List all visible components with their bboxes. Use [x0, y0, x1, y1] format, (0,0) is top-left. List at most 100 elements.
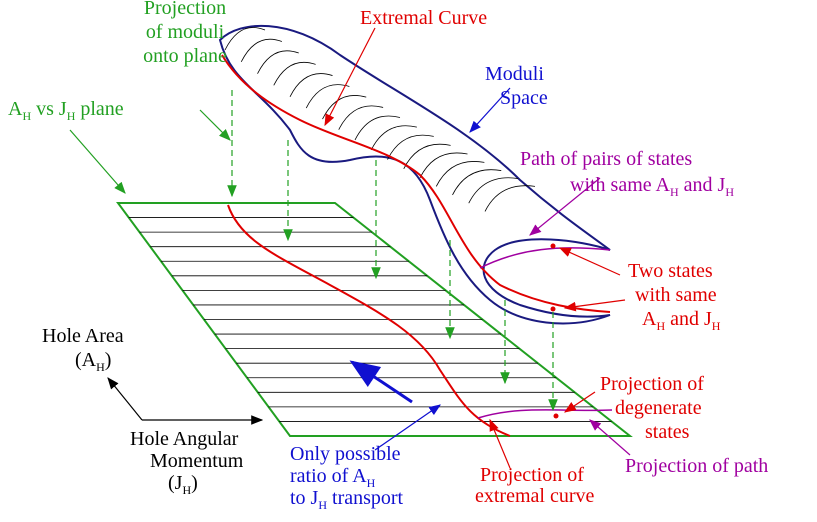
label-segment: with same	[635, 284, 717, 306]
label-subscript: H	[22, 109, 31, 123]
label-segment: Projection of path	[625, 455, 768, 477]
label-segment: Path of pairs of states	[520, 148, 692, 170]
label-segment: and J	[679, 174, 726, 196]
surface-rib	[452, 169, 502, 196]
label-subscript: H	[712, 319, 721, 333]
surface-rib	[338, 105, 384, 130]
surface-rib	[354, 115, 401, 141]
label-segment: transport	[327, 487, 404, 509]
label-segment: ratio of A	[290, 465, 367, 487]
label-segment: )	[191, 472, 198, 494]
label-segment: Space	[500, 87, 548, 109]
label-subscript: H	[725, 185, 734, 199]
label-text: Projection of	[600, 373, 704, 395]
label-text: Projection	[144, 0, 226, 19]
label-segment: Hole Angular	[130, 428, 239, 450]
pointer-arrow	[69, 129, 126, 194]
label-segment: with same A	[570, 174, 671, 196]
label-segment: degenerate	[615, 397, 702, 419]
label-text: (AH)	[75, 349, 111, 374]
surface-rib	[257, 50, 299, 74]
plane	[116, 202, 633, 437]
moduli-path	[479, 247, 611, 269]
surface-rib	[273, 61, 316, 86]
shapes	[69, 24, 633, 469]
label-text: with same	[635, 284, 717, 306]
projected-curve	[227, 204, 511, 437]
surface-rib	[240, 38, 283, 63]
label-segment: A	[8, 98, 23, 120]
label-segment: plane	[75, 98, 123, 120]
label-text: AH vs JH plane	[8, 98, 124, 123]
surface-rib	[403, 143, 451, 169]
surface-rib	[370, 125, 417, 151]
pointer-arrow	[529, 177, 601, 236]
degenerate-point	[553, 413, 559, 419]
projected-path	[477, 409, 613, 419]
label-text: Two states	[628, 260, 713, 282]
label-segment: Projection	[144, 0, 226, 19]
label-text: Space	[500, 87, 548, 109]
label-segment: Momentum	[150, 450, 244, 472]
label-subscript: H	[96, 360, 105, 374]
label-segment: to J	[290, 487, 319, 509]
label-segment: )	[105, 349, 112, 371]
pointer-arrow	[563, 299, 626, 312]
label-subscript: H	[182, 483, 191, 497]
label-text: AH and JH	[642, 308, 721, 333]
pointer-arrow	[558, 247, 621, 276]
pointer-arrow	[469, 87, 511, 133]
label-subscript: H	[670, 185, 679, 199]
label-text: Only possible	[290, 443, 401, 465]
state-point	[550, 306, 556, 312]
label-segment: Projection of	[600, 373, 704, 395]
surface-rib	[435, 161, 485, 187]
label-segment: Two states	[628, 260, 713, 282]
label-text: Momentum	[150, 450, 244, 472]
label-segment: extremal curve	[475, 485, 594, 507]
label-segment: Hole Area	[42, 325, 124, 347]
label-segment: Only possible	[290, 443, 401, 465]
label-segment: states	[645, 421, 690, 443]
label-text: with same AH and JH	[570, 174, 734, 199]
pointer-arrow	[489, 418, 511, 469]
label-text: Extremal Curve	[360, 7, 487, 29]
label-text: Projection of path	[625, 455, 768, 477]
axis-arrow	[107, 377, 143, 421]
label-segment: onto plane	[143, 45, 227, 67]
pointer-arrow	[199, 109, 231, 141]
label-subscript: H	[67, 109, 76, 123]
surface-rib	[289, 73, 333, 97]
label-text: extremal curve	[475, 485, 594, 507]
label-segment: vs J	[31, 98, 67, 120]
label-text: Moduli	[485, 63, 544, 85]
label-segment: (A	[75, 349, 97, 371]
pointer-arrow	[589, 419, 631, 456]
label-text: degenerate	[615, 397, 702, 419]
label-text: Path of pairs of states	[520, 148, 692, 170]
surface-rib	[387, 134, 434, 160]
label-text: Hole Area	[42, 325, 124, 347]
pointer-arrow	[564, 391, 596, 413]
label-segment: Extremal Curve	[360, 7, 487, 29]
label-text: ratio of AH	[290, 465, 376, 490]
label-text: onto plane	[143, 45, 227, 67]
label-segment: Projection of	[480, 464, 584, 486]
surface-rib	[484, 185, 536, 212]
pointer-arrow	[374, 404, 441, 451]
surface-rib	[224, 27, 266, 51]
label-text: to JH transport	[290, 487, 404, 512]
label-text: Projection of	[480, 464, 584, 486]
label-segment: Moduli	[485, 63, 544, 85]
label-subscript: H	[318, 498, 327, 512]
surface-rib	[468, 177, 519, 204]
surface-rib	[419, 152, 468, 178]
label-text: (JH)	[168, 472, 198, 497]
label-subscript: H	[656, 319, 665, 333]
state-point	[550, 243, 556, 249]
label-segment: and J	[665, 308, 712, 330]
label-segment: A	[642, 308, 657, 330]
label-segment: of moduli	[146, 21, 225, 43]
